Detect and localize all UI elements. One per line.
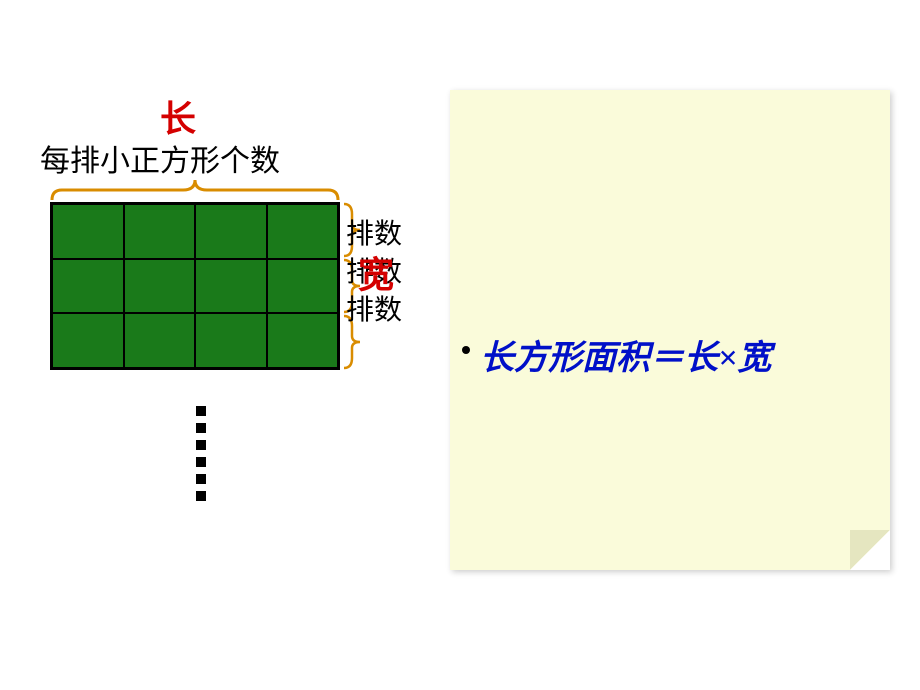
width-label: 宽 xyxy=(358,246,394,298)
dot xyxy=(196,491,206,501)
bullet-dot xyxy=(462,346,470,354)
dot xyxy=(196,423,206,433)
grid-cell xyxy=(267,259,339,314)
dot xyxy=(196,406,206,416)
grid-cell xyxy=(52,204,124,259)
ellipsis-dots xyxy=(196,406,206,501)
length-label: 长 xyxy=(160,90,196,142)
top-brace-icon xyxy=(50,178,340,202)
area-formula: 长方形面积＝长×宽 xyxy=(480,330,771,379)
grid-cell xyxy=(124,204,196,259)
per-row-count-label: 每排小正方形个数 xyxy=(40,136,280,180)
grid-cell xyxy=(267,313,339,368)
dot xyxy=(196,474,206,484)
grid-cell xyxy=(195,204,267,259)
grid-cell xyxy=(124,259,196,314)
grid-cell xyxy=(124,313,196,368)
grid-cell xyxy=(52,313,124,368)
grid-cell xyxy=(267,204,339,259)
grid-cell xyxy=(195,313,267,368)
grid-cell xyxy=(195,259,267,314)
sticky-note: 长方形面积＝长×宽 xyxy=(450,90,890,570)
dot xyxy=(196,440,206,450)
dot xyxy=(196,457,206,467)
grid-cell xyxy=(52,259,124,314)
square-grid xyxy=(50,202,340,370)
